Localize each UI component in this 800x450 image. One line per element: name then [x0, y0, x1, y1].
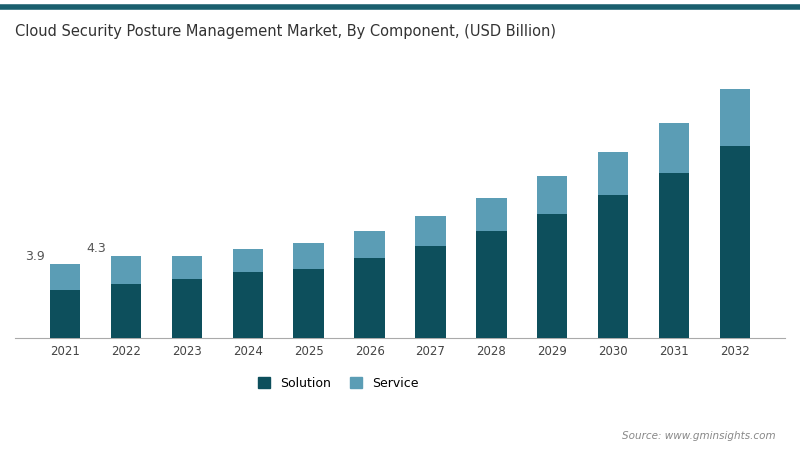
Text: Source: www.gminsights.com: Source: www.gminsights.com — [622, 431, 776, 441]
Bar — [658, 123, 689, 172]
Bar — [111, 256, 142, 284]
Bar — [415, 216, 446, 246]
Bar — [537, 176, 567, 214]
Bar — [598, 195, 628, 338]
Bar — [719, 146, 750, 338]
Bar — [476, 231, 506, 338]
Text: 4.3: 4.3 — [86, 242, 106, 255]
Bar — [50, 289, 81, 338]
Bar — [172, 279, 202, 338]
Bar — [354, 230, 385, 258]
Bar — [598, 152, 628, 195]
Bar — [354, 258, 385, 338]
Bar — [233, 272, 263, 338]
Bar — [537, 214, 567, 338]
Text: 3.9: 3.9 — [26, 250, 45, 263]
Bar — [294, 243, 324, 269]
Legend: Solution, Service: Solution, Service — [253, 372, 424, 395]
Bar — [415, 246, 446, 338]
Bar — [172, 256, 202, 279]
Bar — [233, 248, 263, 272]
Bar — [476, 198, 506, 231]
Bar — [111, 284, 142, 338]
Bar — [719, 89, 750, 146]
Text: Cloud Security Posture Management Market, By Component, (USD Billion): Cloud Security Posture Management Market… — [15, 24, 556, 39]
Bar — [658, 172, 689, 338]
Bar — [294, 269, 324, 338]
Bar — [50, 264, 81, 289]
